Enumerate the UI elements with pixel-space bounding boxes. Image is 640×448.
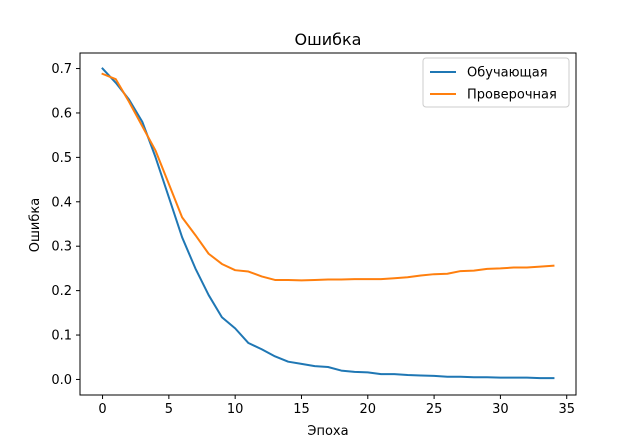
data-point-train xyxy=(393,373,395,375)
data-point-train xyxy=(552,377,554,379)
data-point-train xyxy=(181,236,183,238)
data-point-validation xyxy=(473,270,475,272)
data-point-train xyxy=(486,376,488,378)
data-point-validation xyxy=(194,234,196,236)
data-point-train xyxy=(446,376,448,378)
data-point-train xyxy=(274,355,276,357)
data-point-validation xyxy=(433,273,435,275)
x-axis-ticks: 0 5 10 15 20 25 30 35 xyxy=(98,395,575,417)
data-point-train xyxy=(327,366,329,368)
data-point-validation xyxy=(115,78,117,80)
data-point-train xyxy=(526,377,528,379)
data-point-validation xyxy=(513,267,515,269)
data-point-validation xyxy=(261,275,263,277)
x-tick-label: 25 xyxy=(426,402,443,417)
legend-box xyxy=(422,57,570,108)
x-tick-label: 20 xyxy=(360,402,377,417)
data-point-train xyxy=(261,348,263,350)
data-point-train xyxy=(141,121,143,123)
data-point-validation xyxy=(314,279,316,281)
data-point-train xyxy=(300,363,302,365)
series-line-train xyxy=(101,67,555,380)
data-point-train xyxy=(499,377,501,379)
data-point-validation xyxy=(407,276,409,278)
y-tick-label: 0.2 xyxy=(51,284,72,299)
data-point-train xyxy=(539,377,541,379)
data-point-validation xyxy=(539,266,541,268)
x-axis-label: Эпоха xyxy=(307,424,348,439)
data-point-train xyxy=(340,370,342,372)
data-point-validation xyxy=(300,279,302,281)
x-tick-label: 30 xyxy=(492,402,509,417)
legend: Обучающая Проверочная xyxy=(422,57,570,108)
data-point-train xyxy=(102,68,104,70)
data-point-validation xyxy=(141,125,143,127)
y-tick-label: 0.7 xyxy=(51,62,72,77)
y-tick-label: 0.1 xyxy=(51,329,72,344)
data-point-train xyxy=(194,267,196,269)
data-point-train xyxy=(247,342,249,344)
y-tick-label: 0.3 xyxy=(51,240,72,255)
data-point-validation xyxy=(247,271,249,273)
data-point-validation xyxy=(420,275,422,277)
data-point-train xyxy=(460,376,462,378)
data-point-validation xyxy=(234,269,236,271)
x-tick-label: 10 xyxy=(227,402,244,417)
plot-area xyxy=(101,67,555,380)
data-point-validation xyxy=(287,279,289,281)
legend-label-validation: Проверочная xyxy=(467,88,557,103)
data-point-train xyxy=(420,374,422,376)
data-point-validation xyxy=(446,273,448,275)
data-point-train xyxy=(473,376,475,378)
data-point-train xyxy=(513,377,515,379)
y-tick-label: 0.5 xyxy=(51,151,72,166)
y-tick-label: 0.6 xyxy=(51,106,72,121)
chart-title: Ошибка xyxy=(295,30,362,49)
data-point-validation xyxy=(274,279,276,281)
x-tick-label: 0 xyxy=(98,402,106,417)
data-point-train xyxy=(407,374,409,376)
data-point-train xyxy=(314,365,316,367)
y-axis-label: Ошибка xyxy=(28,198,43,252)
data-point-validation xyxy=(168,183,170,185)
data-point-validation xyxy=(327,279,329,281)
x-tick-label: 15 xyxy=(293,402,310,417)
y-axis-ticks: 0.0 0.1 0.2 0.3 0.4 0.5 0.6 0.7 xyxy=(51,62,80,388)
axes-frame xyxy=(79,52,577,396)
data-point-validation xyxy=(181,216,183,218)
y-tick-label: 0.4 xyxy=(51,195,72,210)
data-point-validation xyxy=(340,279,342,281)
x-tick-label: 35 xyxy=(558,402,575,417)
x-tick-label: 5 xyxy=(165,402,173,417)
data-point-validation xyxy=(155,150,157,152)
data-point-train xyxy=(287,361,289,363)
data-point-validation xyxy=(499,267,501,269)
data-point-train xyxy=(155,156,157,158)
legend-label-train: Обучающая xyxy=(467,66,548,81)
data-point-validation xyxy=(393,277,395,279)
data-point-train xyxy=(380,373,382,375)
data-point-validation xyxy=(552,265,554,267)
data-point-validation xyxy=(367,278,369,280)
data-point-train xyxy=(234,327,236,329)
data-point-train xyxy=(221,316,223,318)
data-point-validation xyxy=(102,73,104,75)
data-point-train xyxy=(367,371,369,373)
y-tick-label: 0.0 xyxy=(51,373,72,388)
data-point-validation xyxy=(221,263,223,265)
data-point-validation xyxy=(208,253,210,255)
series-line-validation xyxy=(101,72,555,282)
data-point-validation xyxy=(486,268,488,270)
data-point-validation xyxy=(460,270,462,272)
data-point-validation xyxy=(526,267,528,269)
data-point-validation xyxy=(380,278,382,280)
data-point-train xyxy=(354,371,356,373)
data-point-validation xyxy=(128,101,130,103)
data-point-validation xyxy=(354,278,356,280)
data-point-train xyxy=(433,375,435,377)
data-point-train xyxy=(168,196,170,198)
data-point-train xyxy=(208,294,210,296)
